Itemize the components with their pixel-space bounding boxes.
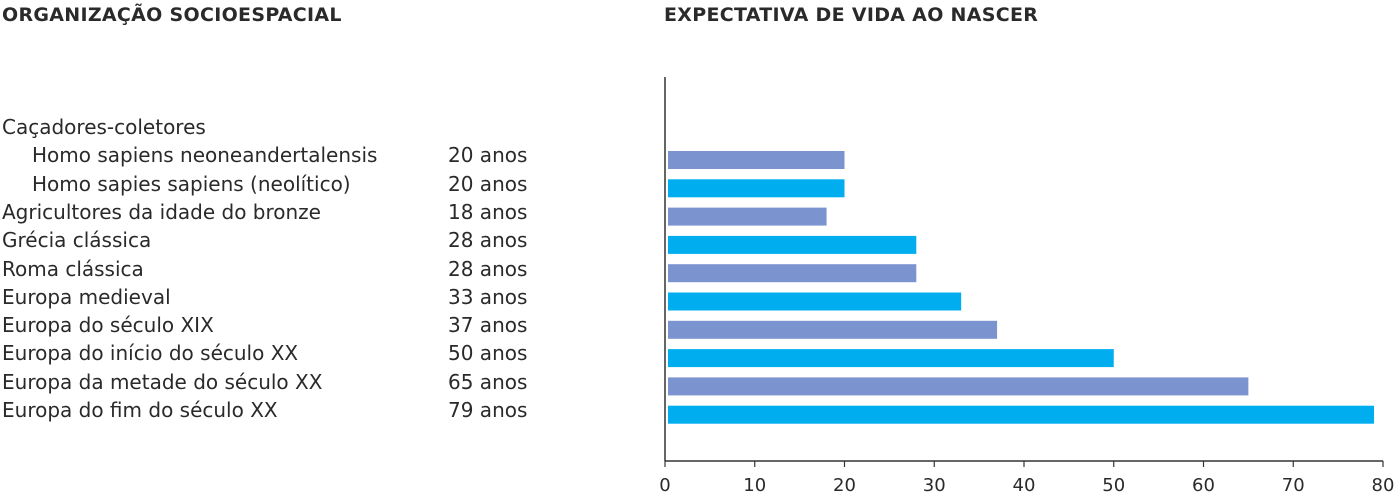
row-label: Europa do século XIX <box>2 313 214 338</box>
row-label: Europa medieval <box>2 284 171 309</box>
chart-title: EXPECTATIVA DE VIDA AO NASCER <box>664 4 1039 26</box>
x-tick-label: 40 <box>1013 475 1036 496</box>
x-tick-label: 0 <box>659 475 670 496</box>
table-row: Grécia clássica 28 anos <box>0 228 560 256</box>
row-value: 28 anos <box>448 228 528 253</box>
x-tick-label: 80 <box>1372 475 1395 496</box>
x-tick-label: 50 <box>1102 475 1125 496</box>
row-label: Europa do fim do século XX <box>2 398 278 422</box>
table-row: Agricultores da idade do bronze 18 anos <box>0 200 560 228</box>
row-label: Europa do início do século XX <box>2 341 299 366</box>
table-row: Roma clássica 28 anos <box>0 257 560 285</box>
row-label: Grécia clássica <box>2 228 152 253</box>
table-row: Europa do início do século XX 50 anos <box>0 341 560 369</box>
table-row: Europa medieval 33 anos <box>0 285 560 313</box>
row-value: 20 anos <box>448 171 528 196</box>
row-value: 65 anos <box>448 369 528 394</box>
x-tick-label: 30 <box>923 475 946 496</box>
table-row: Homo sapies sapiens (neolítico) 20 anos <box>0 172 560 200</box>
row-label: Homo sapies sapiens (neolítico) <box>32 171 351 196</box>
bar <box>668 151 845 169</box>
table-row: Caçadores-coletores <box>0 115 560 143</box>
table-row: Homo sapiens neoneandertalensis 20 anos <box>0 143 560 171</box>
x-tick-label: 10 <box>743 475 766 496</box>
row-value: 33 anos <box>448 284 528 309</box>
row-label: Europa da metade do século XX <box>2 369 323 394</box>
row-value: 37 anos <box>448 313 528 338</box>
bar <box>668 405 1375 424</box>
bar <box>668 235 917 254</box>
bar <box>668 179 845 198</box>
bar <box>668 349 1114 368</box>
table-row: Europa do século XIX 37 anos <box>0 313 560 341</box>
row-value: 79 anos <box>448 398 528 422</box>
row-value: 28 anos <box>448 256 528 281</box>
bar <box>668 292 962 311</box>
bar <box>668 207 827 226</box>
bar <box>668 264 917 283</box>
table-row: Europa do fim do século XX 79 anos <box>0 398 560 426</box>
x-tick-label: 20 <box>833 475 856 496</box>
table-row: Europa da metade do século XX 65 anos <box>0 370 560 398</box>
row-value: 50 anos <box>448 341 528 366</box>
row-label: Caçadores-coletores <box>2 115 206 139</box>
row-value: 20 anos <box>448 143 528 168</box>
left-heading: ORGANIZAÇÃO SOCIOESPACIAL <box>2 4 342 26</box>
row-value: 18 anos <box>448 199 528 224</box>
row-label: Roma clássica <box>2 256 144 281</box>
bar <box>668 320 998 339</box>
bar <box>668 377 1249 396</box>
x-tick-label: 60 <box>1192 475 1215 496</box>
row-label: Homo sapiens neoneandertalensis <box>32 143 378 168</box>
row-label: Agricultores da idade do bronze <box>2 199 321 224</box>
x-tick-label: 70 <box>1282 475 1305 496</box>
